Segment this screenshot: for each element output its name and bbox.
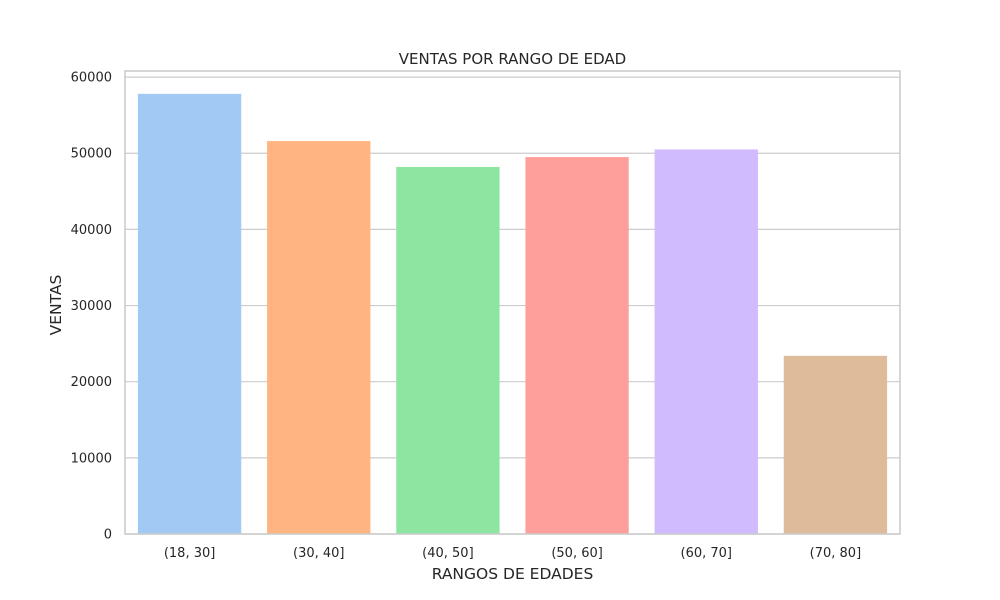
bars [137,93,888,535]
x-tick-label: (50, 60] [551,546,603,561]
plot-frame [124,70,901,535]
bar [137,93,242,534]
bar [525,157,629,535]
bar [654,149,758,534]
y-tick-labels: 0 10000 20000 30000 40000 50000 60000 [71,71,112,543]
x-tick-label: (70, 80] [810,546,862,561]
y-tick-label: 10000 [71,451,112,466]
y-tick-label: 50000 [71,147,112,162]
y-tick-label: 0 [104,528,112,543]
x-tick-label: (18, 30] [164,546,216,561]
x-tick-label: (30, 40] [293,546,345,561]
x-tick-labels: (18, 30] (30, 40] (40, 50] (50, 60] (60, 70]… [164,546,861,561]
y-tick-label: 20000 [71,375,112,390]
x-tick-label: (40, 50] [422,546,474,561]
y-tick-label: 40000 [71,223,112,238]
gridlines [125,76,900,535]
chart-title: VENTAS POR RANGO DE EDAD [399,50,626,68]
bar [267,141,371,534]
y-tick-label: 30000 [71,299,112,314]
y-tick-label: 60000 [71,71,112,86]
bar [396,166,500,534]
y-axis-label: VENTAS [47,275,65,336]
x-axis-label: RANGOS DE EDADES [432,565,594,583]
bar [783,355,888,534]
x-tick-label: (60, 70] [681,546,733,561]
